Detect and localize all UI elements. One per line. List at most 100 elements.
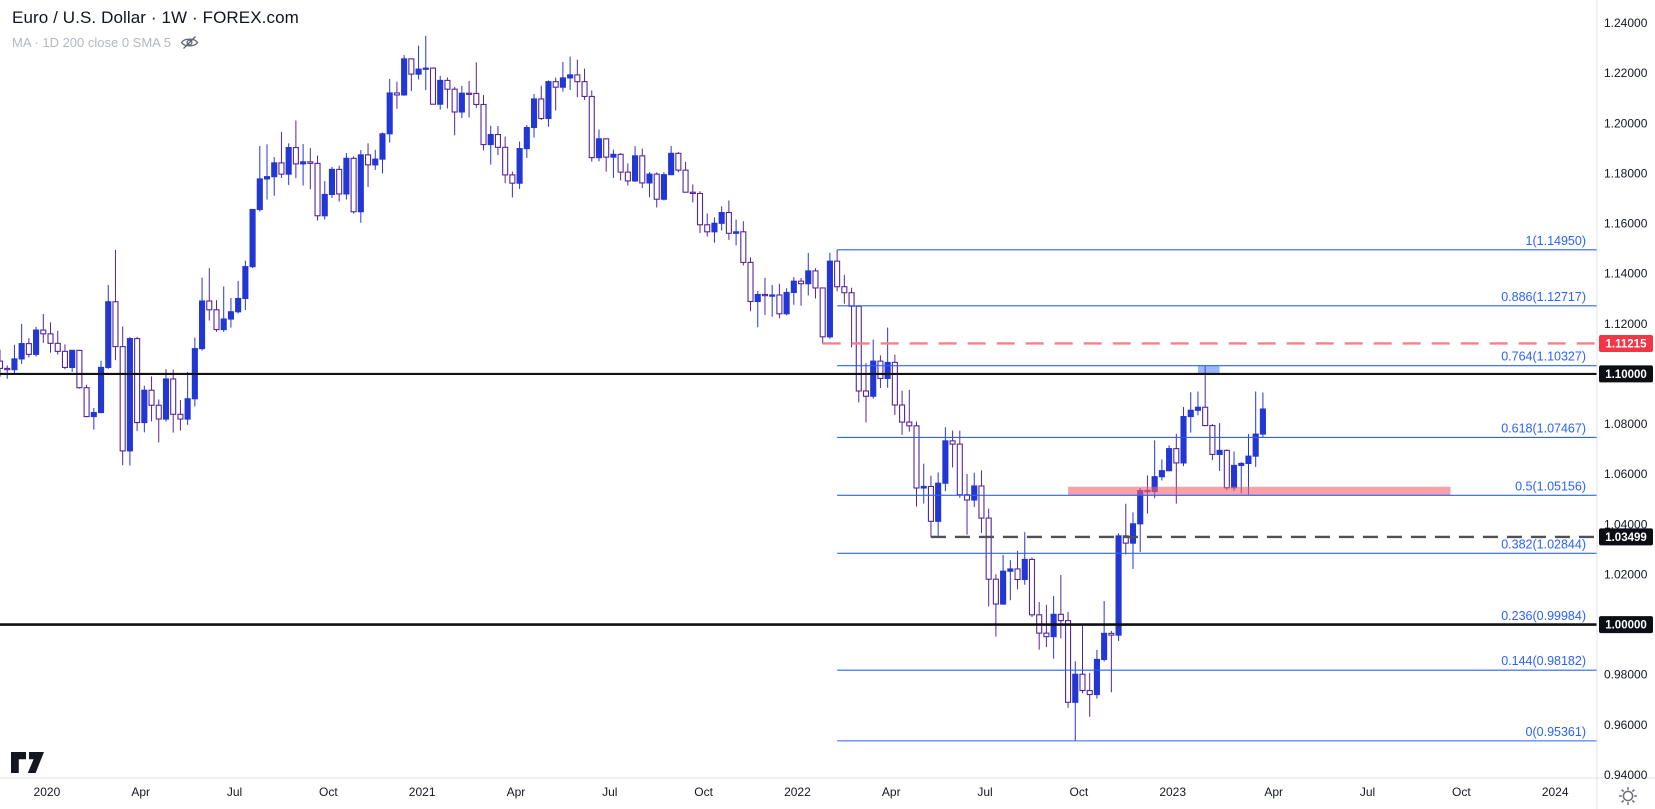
candle (1158, 459, 1165, 481)
candle (935, 472, 942, 536)
candle (372, 149, 379, 170)
candle (761, 277, 769, 316)
candle (487, 125, 494, 165)
candle (422, 35, 429, 91)
candle (956, 430, 963, 498)
candle (328, 166, 336, 198)
candle (18, 323, 25, 364)
price-axis[interactable]: 1.24000 1.22000 1.20000 1.18000 1.16000 1.140… (1599, 16, 1653, 782)
candle (393, 81, 400, 109)
symbol-title: Euro / U.S. Dollar · 1W · FOREX.com (12, 8, 299, 27)
candle (364, 143, 372, 187)
candle (235, 280, 242, 314)
tradingview-logo[interactable] (11, 751, 45, 774)
candle (624, 163, 631, 186)
candle (4, 365, 11, 379)
candle (415, 45, 422, 80)
candle (148, 376, 155, 422)
price-tick-label: 1.20000 (1604, 116, 1648, 130)
axis-price-tag: 1.00000 (1599, 616, 1653, 634)
plot-area[interactable]: 1(1.14950) 0.886(1.12717) 0.764(1.10327) 0.… (0, 35, 1597, 742)
candle (509, 171, 516, 198)
axis-price-tag: 1.10000 (1599, 365, 1653, 383)
candle (263, 144, 271, 200)
candle (191, 337, 198, 407)
candle (848, 287, 855, 348)
highlight-box-blue[interactable] (1197, 365, 1220, 374)
candle (292, 120, 299, 179)
candle (1079, 624, 1086, 694)
candle (797, 277, 805, 306)
candle (184, 371, 191, 425)
candle (1072, 661, 1079, 741)
candle (769, 284, 776, 317)
candle (733, 219, 740, 246)
fib-level-label: 0.618(1.07467) (1501, 421, 1586, 435)
candle (1166, 445, 1173, 472)
time-tick-label: Jul (602, 785, 617, 799)
candle (1108, 630, 1115, 693)
candle (747, 257, 754, 312)
candle (862, 363, 870, 423)
candle (617, 153, 624, 181)
candle (646, 172, 653, 198)
candle (963, 473, 971, 535)
candle (559, 61, 566, 92)
time-tick-label: 2021 (409, 785, 436, 799)
candle (177, 400, 184, 431)
fib-level-label: 1(1.14950) (1526, 234, 1586, 248)
candle (985, 508, 992, 607)
candle (855, 305, 862, 403)
time-tick-label: 2024 (1542, 785, 1569, 799)
chart-settings-gear-icon[interactable] (1617, 786, 1639, 809)
candle (25, 338, 32, 358)
candle (581, 68, 588, 100)
candle (1230, 451, 1238, 491)
candle (473, 62, 480, 108)
candle (47, 322, 54, 353)
candle (992, 574, 999, 637)
candle (530, 93, 538, 138)
candle (357, 150, 364, 223)
candle (913, 421, 920, 507)
price-tick-label: 0.96000 (1604, 718, 1648, 732)
candle (668, 146, 675, 176)
candle (971, 472, 978, 508)
candle (826, 252, 833, 339)
candle (242, 260, 249, 311)
candle (444, 77, 451, 109)
candle (1050, 596, 1057, 659)
candle (408, 58, 415, 91)
candle (1137, 487, 1144, 552)
candle (1216, 423, 1223, 471)
time-axis[interactable]: 2020 Apr Jul Oct 2021 Apr Jul Oct 2022 Apr Jul Oct 2… (34, 785, 1569, 799)
time-tick-label: Oct (1452, 785, 1471, 799)
time-tick-label: Apr (507, 785, 526, 799)
candle (920, 463, 927, 504)
candle (155, 399, 162, 443)
support-zone-pink[interactable] (1068, 486, 1451, 496)
candle (877, 355, 884, 388)
candle (1129, 512, 1137, 569)
candle (1223, 449, 1230, 491)
candle (1245, 434, 1252, 496)
time-tick-label: Oct (1070, 785, 1089, 799)
candle (76, 349, 83, 389)
candle (40, 314, 47, 343)
price-tick-label: 1.24000 (1604, 16, 1648, 30)
candle (1252, 391, 1259, 467)
candle (660, 172, 667, 201)
candle (206, 268, 213, 321)
candle (834, 249, 841, 292)
candle (610, 149, 617, 178)
candle (538, 85, 545, 121)
candle (567, 56, 574, 90)
time-tick-label: Jul (977, 785, 992, 799)
indicator-legend: MA · 1D 200 close 0 SMA 5 (12, 35, 299, 50)
fib-level-label: 0(0.95361) (1526, 725, 1586, 739)
eye-off-icon[interactable] (180, 35, 199, 50)
fib-level-label: 0.5(1.05156) (1515, 479, 1586, 493)
candle (314, 155, 321, 221)
